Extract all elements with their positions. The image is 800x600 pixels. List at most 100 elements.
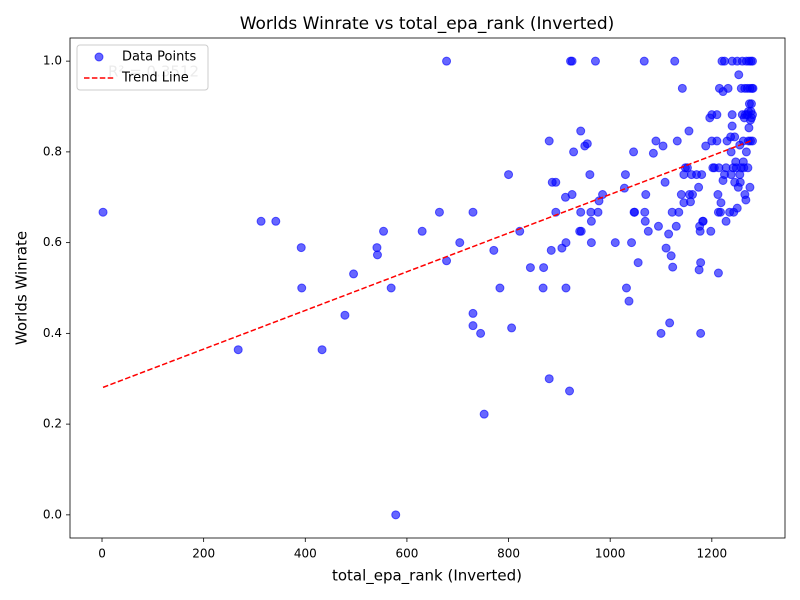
data-point <box>639 56 649 66</box>
data-point <box>741 195 751 205</box>
data-point <box>317 345 327 355</box>
data-point <box>372 250 382 260</box>
data-point <box>727 121 737 131</box>
data-point <box>544 374 554 384</box>
data-point <box>468 308 478 318</box>
data-point <box>489 245 499 255</box>
data-point <box>713 268 723 278</box>
data-point <box>677 83 687 93</box>
data-point <box>619 183 629 193</box>
data-point <box>567 190 577 200</box>
x-tick-label: 0 <box>98 547 106 561</box>
data-point <box>747 136 757 146</box>
data-point <box>386 283 396 293</box>
x-tick-label: 1200 <box>697 547 728 561</box>
data-point <box>661 243 671 253</box>
data-point <box>630 207 640 217</box>
y-tick-label: 0.8 <box>43 144 62 158</box>
data-point <box>561 283 571 293</box>
y-tick-label: 0.0 <box>43 507 62 521</box>
data-point <box>696 258 706 268</box>
data-point <box>653 221 663 231</box>
y-tick-label: 0.6 <box>43 235 62 249</box>
data-point <box>672 136 682 146</box>
data-point <box>546 245 556 255</box>
x-tick-label: 400 <box>294 547 317 561</box>
data-point <box>745 182 755 192</box>
data-point <box>665 318 675 328</box>
x-tick-label: 200 <box>192 547 215 561</box>
data-point <box>627 238 637 248</box>
data-point <box>434 207 444 217</box>
data-point <box>442 56 452 66</box>
data-point <box>586 216 596 226</box>
data-point <box>297 283 307 293</box>
y-tick-label: 1.0 <box>43 54 62 68</box>
data-point <box>701 141 711 151</box>
data-point <box>730 132 740 142</box>
data-point <box>716 198 726 208</box>
data-point <box>495 283 505 293</box>
data-point <box>538 283 548 293</box>
data-point <box>696 328 706 338</box>
data-point <box>706 226 716 236</box>
data-point <box>723 83 733 93</box>
data-point <box>582 139 592 149</box>
data-point <box>590 56 600 66</box>
data-point <box>525 263 535 273</box>
data-point <box>676 190 686 200</box>
data-point <box>417 226 427 236</box>
data-point <box>671 221 681 231</box>
data-point <box>565 386 575 396</box>
data-point <box>747 56 757 66</box>
trend-line <box>102 139 754 389</box>
data-point <box>660 177 670 187</box>
data-point <box>479 409 489 419</box>
chart-title: Worlds Winrate vs total_epa_rank (Invert… <box>240 14 615 34</box>
data-point <box>746 99 756 109</box>
data-point <box>379 226 389 236</box>
data-point <box>539 263 549 273</box>
data-point <box>712 110 722 120</box>
data-point <box>455 238 465 248</box>
x-tick-label: 600 <box>395 547 418 561</box>
data-point <box>684 126 694 136</box>
data-point <box>656 328 666 338</box>
data-point <box>666 251 676 261</box>
data-point <box>747 110 757 120</box>
data-point <box>698 216 708 226</box>
data-point <box>668 262 678 272</box>
data-point <box>685 197 695 207</box>
data-point <box>694 265 704 275</box>
data-point <box>664 229 674 239</box>
data-point <box>476 328 486 338</box>
data-point <box>340 310 350 320</box>
data-point <box>586 238 596 248</box>
data-point <box>561 238 571 248</box>
data-point <box>732 203 742 213</box>
data-point <box>256 216 266 226</box>
data-point <box>674 207 684 217</box>
data-point <box>741 147 751 157</box>
data-point <box>271 216 281 226</box>
data-point <box>682 163 692 173</box>
data-point <box>620 170 630 180</box>
data-point <box>544 136 554 146</box>
data-point <box>694 182 704 192</box>
data-point <box>629 147 639 157</box>
x-tick-label: 800 <box>497 547 520 561</box>
data-point <box>641 190 651 200</box>
data-point <box>468 207 478 217</box>
data-point <box>233 345 243 355</box>
data-point <box>98 207 108 217</box>
data-point <box>651 136 661 146</box>
data-point <box>551 177 561 187</box>
data-point <box>748 83 758 93</box>
axes-frame <box>69 37 786 539</box>
data-point <box>688 190 698 200</box>
data-point <box>468 321 478 331</box>
data-point <box>670 56 680 66</box>
